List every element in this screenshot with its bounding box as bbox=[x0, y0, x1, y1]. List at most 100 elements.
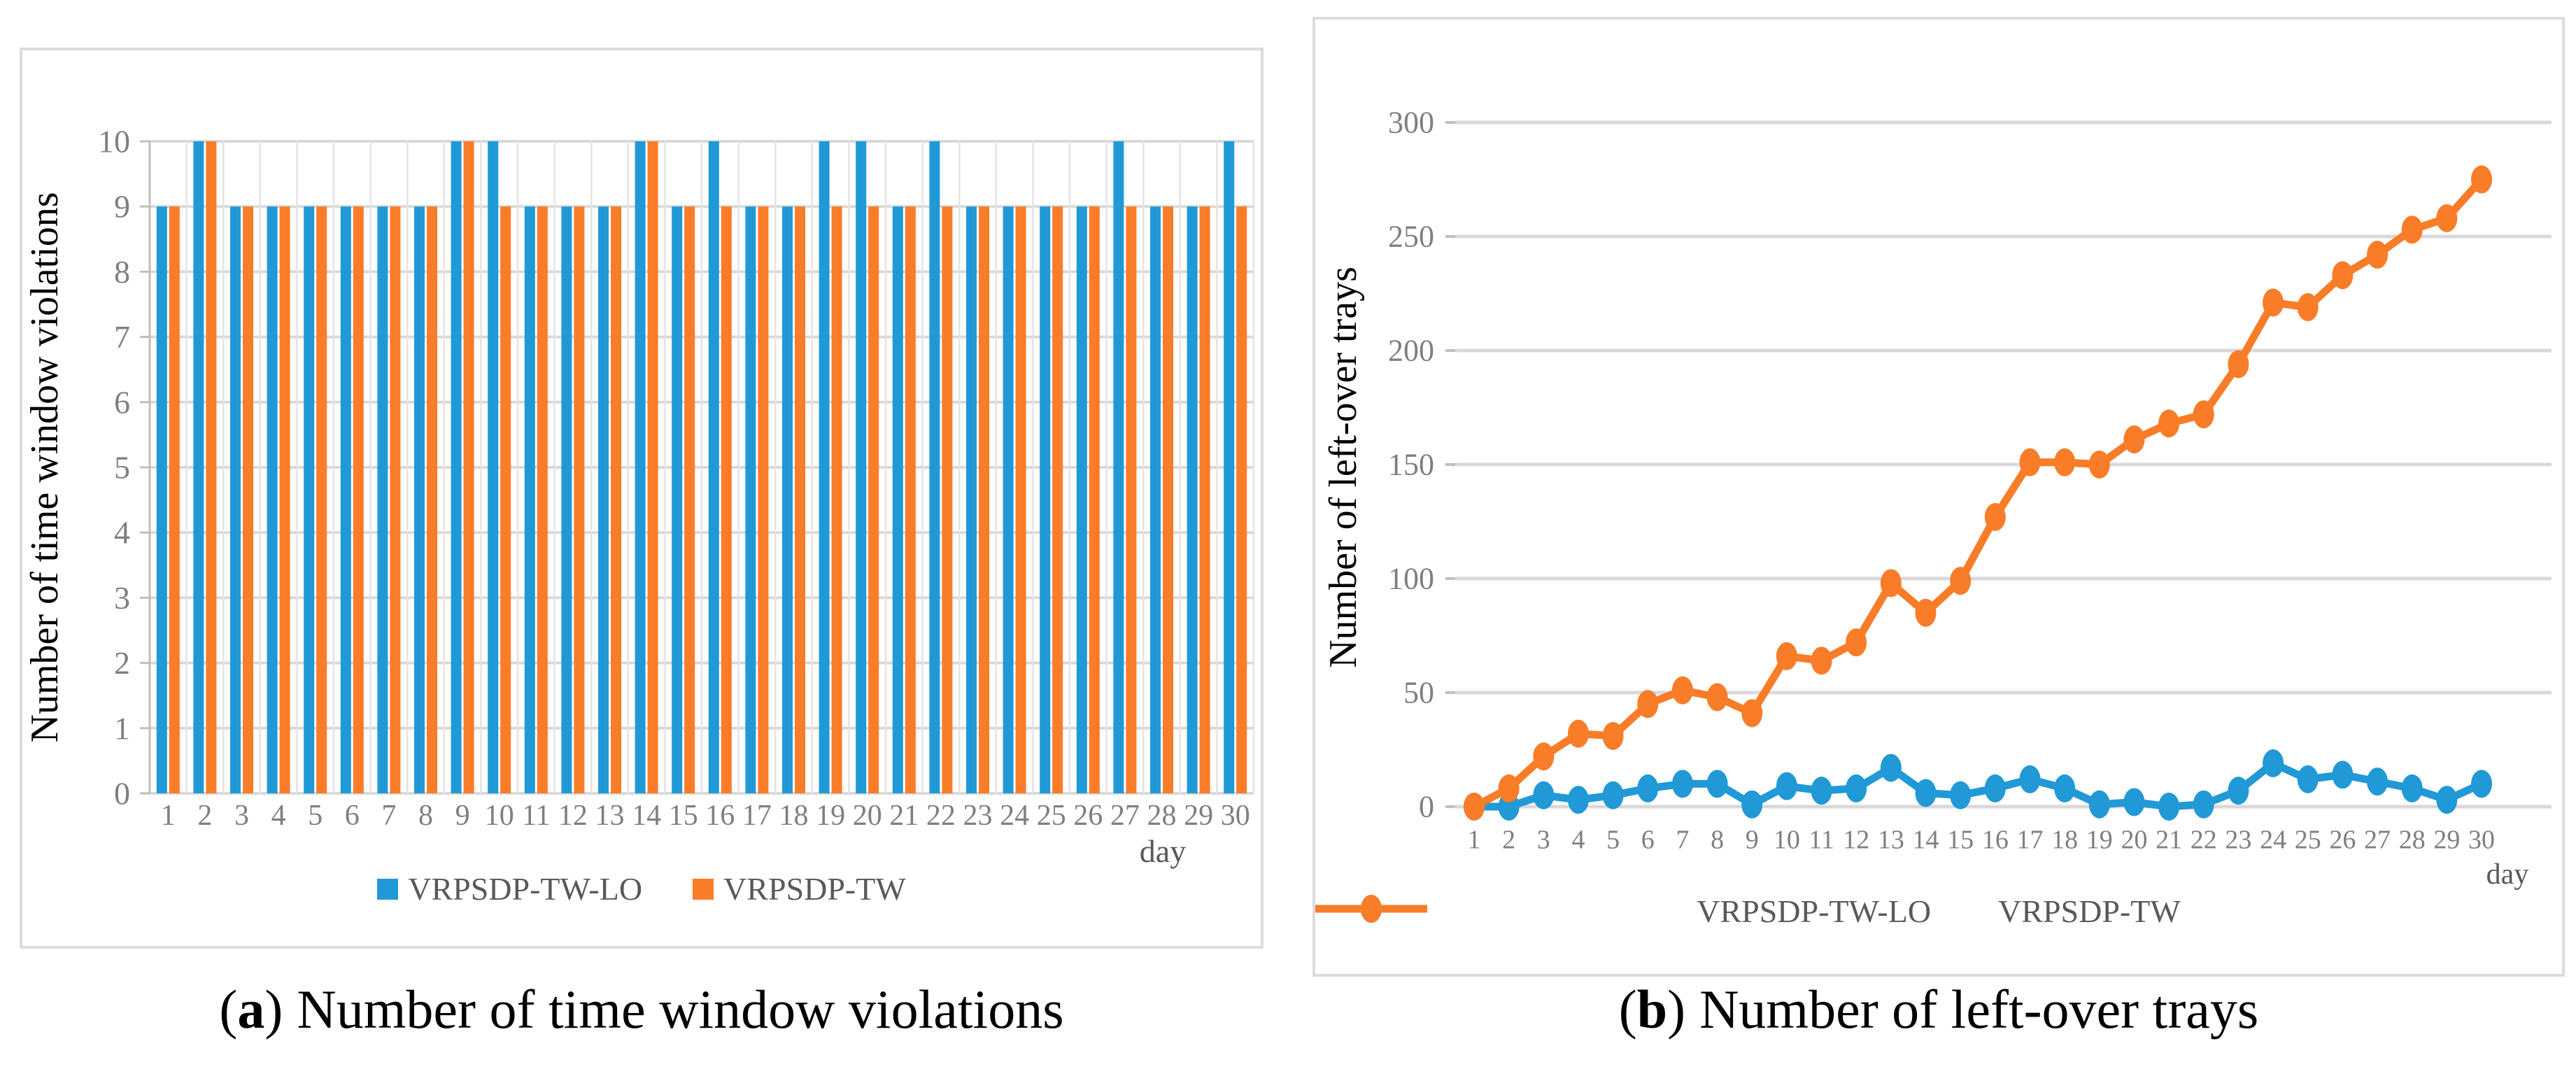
data-point-marker-VRPSDP-TW-day20 bbox=[2123, 425, 2145, 454]
legend-label: VRPSDP-TW-LO bbox=[408, 871, 643, 907]
y-tick-label: 200 bbox=[1388, 334, 1434, 368]
bar-day4-VRPSDP-TW-LO bbox=[267, 206, 278, 793]
bar-day29-VRPSDP-TW bbox=[1199, 206, 1210, 793]
data-point-marker-VRPSDP-TW-LO-day10 bbox=[1776, 772, 1797, 800]
y-axis-title-a: Number of time window violations bbox=[23, 192, 66, 742]
legend-item-VRPSDP-TW[interactable]: VRPSDP-TW bbox=[693, 870, 906, 907]
y-tick-label: 100 bbox=[1388, 562, 1434, 596]
x-tick-label: 2 bbox=[1502, 825, 1515, 854]
data-point-marker-VRPSDP-TW-day17 bbox=[2019, 448, 2041, 476]
y-tick-label: 7 bbox=[114, 319, 130, 355]
bar-day20-VRPSDP-TW bbox=[868, 206, 879, 793]
data-point-marker-VRPSDP-TW-LO-day19 bbox=[2088, 790, 2110, 819]
legend-item-VRPSDP-TW-LO[interactable]: VRPSDP-TW-LO bbox=[377, 870, 642, 907]
x-tick-label: 1 bbox=[161, 800, 176, 832]
bar-day25-VRPSDP-TW-LO bbox=[1040, 206, 1051, 793]
x-tick-label: 3 bbox=[1537, 825, 1550, 854]
data-point-marker-VRPSDP-TW-day5 bbox=[1602, 721, 1624, 750]
x-tick-label: 9 bbox=[1746, 825, 1759, 854]
y-tick-label: 8 bbox=[114, 254, 130, 290]
bar-day5-VRPSDP-TW-LO bbox=[304, 206, 315, 793]
legend-item-VRPSDP-TW-LO[interactable]: VRPSDP-TW-LO bbox=[1315, 893, 1931, 930]
data-point-marker-VRPSDP-TW-day6 bbox=[1637, 690, 1659, 718]
bar-day16-VRPSDP-TW-LO bbox=[708, 141, 719, 793]
y-tick-label: 2 bbox=[114, 645, 130, 681]
bar-day3-VRPSDP-TW-LO bbox=[230, 206, 241, 793]
bar-day8-VRPSDP-TW-LO bbox=[414, 206, 425, 793]
data-point-marker-VRPSDP-TW-LO-day11 bbox=[1811, 777, 1832, 805]
bar-chart-legend: VRPSDP-TW-LO VRPSDP-TW bbox=[22, 870, 1261, 907]
data-point-marker-VRPSDP-TW-LO-day22 bbox=[2193, 790, 2214, 819]
data-point-marker-VRPSDP-TW-LO-day8 bbox=[1706, 770, 1728, 798]
x-tick-label: 3 bbox=[234, 800, 249, 832]
bar-day18-VRPSDP-TW bbox=[795, 206, 805, 793]
data-point-marker-VRPSDP-TW-LO-day23 bbox=[2228, 777, 2249, 805]
legend-item-VRPSDP-TW[interactable]: VRPSDP-TW bbox=[1315, 893, 2181, 930]
y-tick-label: 0 bbox=[1419, 790, 1434, 824]
data-point-marker-VRPSDP-TW-LO-day16 bbox=[1984, 774, 2006, 802]
y-tick-label: 150 bbox=[1388, 448, 1434, 482]
x-tick-label: 15 bbox=[1947, 825, 1974, 854]
bar-day11-VRPSDP-TW-LO bbox=[524, 206, 535, 793]
caption-a-open: ( bbox=[219, 979, 238, 1040]
bar-day27-VRPSDP-TW-LO bbox=[1113, 141, 1124, 793]
caption-a-text: Number of time window violations bbox=[297, 979, 1064, 1040]
legend-swatch-icon bbox=[693, 878, 714, 900]
x-tick-label: 4 bbox=[271, 800, 286, 832]
data-point-marker-VRPSDP-TW-day27 bbox=[2367, 241, 2389, 269]
x-tick-label: 6 bbox=[1641, 825, 1655, 854]
caption-b-open: ( bbox=[1618, 979, 1637, 1040]
bar-day23-VRPSDP-TW-LO bbox=[966, 206, 977, 793]
x-tick-label: 30 bbox=[2468, 825, 2495, 854]
x-tick-label: 22 bbox=[2191, 825, 2217, 854]
bar-day18-VRPSDP-TW-LO bbox=[782, 206, 793, 793]
x-tick-label: 11 bbox=[522, 800, 550, 832]
y-tick-label: 300 bbox=[1388, 106, 1434, 140]
x-tick-label: 16 bbox=[705, 800, 735, 832]
y-tick-label: 10 bbox=[98, 124, 130, 160]
bar-day20-VRPSDP-TW-LO bbox=[856, 141, 867, 793]
x-axis-title-a: day bbox=[1139, 833, 1187, 869]
bar-day1-VRPSDP-TW-LO bbox=[156, 206, 167, 793]
data-point-marker-VRPSDP-TW-LO-day9 bbox=[1741, 790, 1763, 819]
data-point-marker-VRPSDP-TW-day12 bbox=[1846, 628, 1867, 657]
caption-b: (b) Number of left-over trays bbox=[1312, 978, 2565, 1041]
data-point-marker-VRPSDP-TW-LO-day14 bbox=[1915, 779, 1937, 807]
x-tick-label: 25 bbox=[2295, 825, 2321, 854]
x-tick-label: 30 bbox=[1221, 800, 1250, 832]
bar-day29-VRPSDP-TW-LO bbox=[1187, 206, 1198, 793]
bar-day8-VRPSDP-TW bbox=[427, 206, 437, 793]
data-point-marker-VRPSDP-TW-LO-day29 bbox=[2436, 786, 2458, 814]
data-point-marker-VRPSDP-TW-LO-day28 bbox=[2401, 774, 2423, 802]
data-point-marker-VRPSDP-TW-day19 bbox=[2088, 451, 2110, 479]
bar-day28-VRPSDP-TW bbox=[1163, 206, 1173, 793]
bar-day9-VRPSDP-TW-LO bbox=[451, 141, 462, 793]
data-point-marker-VRPSDP-TW-day18 bbox=[2054, 448, 2076, 476]
data-point-marker-VRPSDP-TW-day22 bbox=[2193, 400, 2214, 429]
line-VRPSDP-TW-LO bbox=[1470, 759, 2486, 811]
bar-day16-VRPSDP-TW bbox=[721, 206, 732, 793]
x-tick-label: 12 bbox=[1843, 825, 1869, 854]
x-tick-label: 20 bbox=[853, 800, 882, 832]
bar-day7-VRPSDP-TW bbox=[390, 206, 401, 793]
x-tick-label: 14 bbox=[1913, 825, 1939, 854]
bar-day24-VRPSDP-TW bbox=[1015, 206, 1026, 793]
y-tick-label: 9 bbox=[114, 189, 130, 225]
bar-day19-VRPSDP-TW-LO bbox=[819, 141, 830, 793]
x-tick-label: 6 bbox=[345, 800, 360, 832]
line-chart-legend: VRPSDP-TW-LO VRPSDP-TW bbox=[1315, 893, 2562, 930]
data-point-marker-VRPSDP-TW-day11 bbox=[1811, 646, 1832, 675]
data-point-marker-VRPSDP-TW-LO-day25 bbox=[2297, 765, 2319, 793]
x-tick-label: 14 bbox=[632, 800, 661, 832]
x-tick-label: 10 bbox=[485, 800, 514, 832]
caption-a-close: ) bbox=[264, 979, 283, 1040]
bar-day22-VRPSDP-TW bbox=[942, 206, 953, 793]
bar-day10-VRPSDP-TW-LO bbox=[488, 141, 499, 793]
legend-label: VRPSDP-TW bbox=[1998, 893, 2181, 929]
bar-day19-VRPSDP-TW bbox=[831, 206, 842, 793]
x-tick-label: 25 bbox=[1037, 800, 1066, 832]
bar-day1-VRPSDP-TW bbox=[169, 206, 180, 793]
data-point-marker-VRPSDP-TW-LO-day21 bbox=[2158, 793, 2180, 821]
